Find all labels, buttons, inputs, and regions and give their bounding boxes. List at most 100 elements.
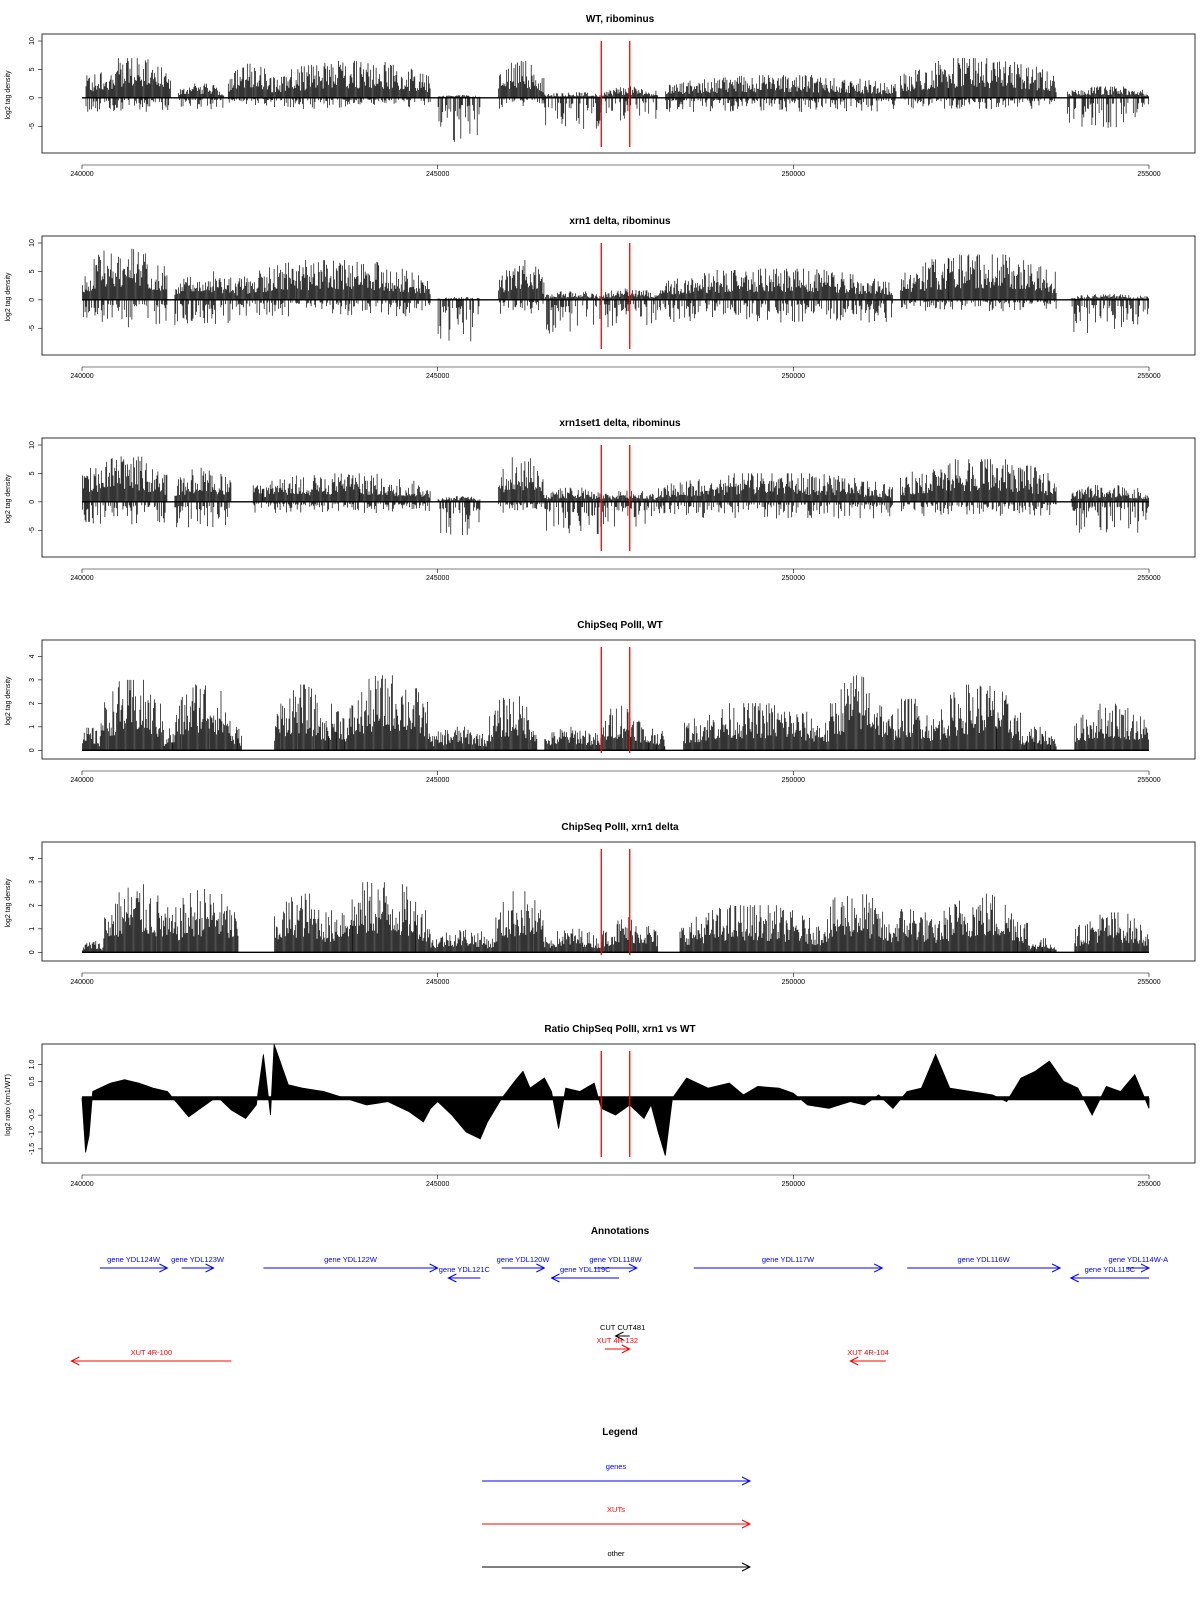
other-feature-label: CUT CUT481 bbox=[600, 1323, 645, 1332]
xut-arrowhead bbox=[621, 1344, 631, 1354]
y-tick-label: 10 bbox=[29, 37, 36, 45]
legend-entry-arrowhead bbox=[741, 1519, 752, 1529]
gene-label: gene YDL116W bbox=[957, 1255, 1010, 1264]
signal-negative-bars bbox=[82, 501, 1149, 536]
legend-entry-label: XUTs bbox=[607, 1505, 625, 1514]
gene-arrowhead bbox=[550, 1273, 560, 1283]
gene-label: gene YDL124W bbox=[107, 1255, 161, 1264]
gene-arrowhead bbox=[1051, 1263, 1062, 1273]
y-tick-label: -5 bbox=[29, 123, 36, 129]
y-axis-label: log2 ratio (xrn1/WT) bbox=[5, 1074, 12, 1136]
x-tick-label: 240000 bbox=[70, 575, 93, 582]
y-tick-label: 5 bbox=[29, 67, 36, 71]
y-tick-label: 2 bbox=[29, 903, 36, 907]
xut-arrowhead bbox=[849, 1356, 859, 1366]
x-tick-label: 255000 bbox=[1137, 1181, 1160, 1188]
y-axis-label: log2 tag density bbox=[5, 474, 12, 524]
signal-positive-bars bbox=[85, 58, 1149, 98]
signal-positive-bars bbox=[82, 248, 1149, 300]
x-tick-label: 240000 bbox=[70, 171, 93, 178]
x-tick-label: 250000 bbox=[782, 171, 805, 178]
x-tick-label: 255000 bbox=[1137, 575, 1160, 582]
y-tick-label: 0 bbox=[29, 950, 36, 954]
y-axis-label: log2 tag density bbox=[5, 70, 12, 120]
x-tick-label: 250000 bbox=[782, 575, 805, 582]
legend-entry-label: genes bbox=[606, 1462, 627, 1471]
y-axis-label: log2 tag density bbox=[5, 878, 12, 928]
annotations-title: Annotations bbox=[591, 1226, 650, 1237]
y-tick-label: 2 bbox=[29, 701, 36, 705]
gene-label: gene YDL118W bbox=[589, 1255, 642, 1264]
panel-title: WT, ribominus bbox=[586, 14, 655, 25]
gene-arrowhead bbox=[159, 1263, 169, 1273]
y-tick-label: -1.5 bbox=[29, 1143, 36, 1155]
y-tick-label: -0.5 bbox=[29, 1109, 36, 1121]
gene-label: gene YDL122W bbox=[324, 1255, 378, 1264]
gene-label: gene YDL115C bbox=[1085, 1265, 1136, 1274]
panel-title: ChipSeq PolII, WT bbox=[577, 620, 663, 631]
x-tick-label: 255000 bbox=[1137, 373, 1160, 380]
x-tick-label: 245000 bbox=[426, 171, 449, 178]
panel-frame bbox=[41, 235, 1196, 356]
panel-title: xrn1set1 delta, ribominus bbox=[559, 418, 681, 429]
ratio-baseline-band bbox=[82, 1096, 1149, 1101]
x-tick-label: 255000 bbox=[1137, 777, 1160, 784]
y-tick-label: 3 bbox=[29, 678, 36, 682]
y-axis-label: log2 tag density bbox=[5, 272, 12, 322]
gene-arrowhead bbox=[1069, 1273, 1079, 1283]
gene-arrowhead bbox=[429, 1263, 439, 1273]
panel-frame bbox=[41, 639, 1196, 760]
y-axis-label: log2 tag density bbox=[5, 676, 12, 726]
panel-frame bbox=[41, 1043, 1196, 1164]
xut-label: XUT 4R-100 bbox=[131, 1348, 173, 1357]
y-tick-label: 0 bbox=[29, 96, 36, 100]
other-feature-arrowhead bbox=[614, 1331, 624, 1341]
y-tick-label: 3 bbox=[29, 880, 36, 884]
y-tick-label: 10 bbox=[29, 239, 36, 247]
y-tick-label: 5 bbox=[29, 269, 36, 273]
x-tick-label: 250000 bbox=[782, 373, 805, 380]
x-tick-label: 245000 bbox=[426, 575, 449, 582]
y-tick-label: 1 bbox=[29, 927, 36, 931]
legend-entry-arrowhead bbox=[741, 1476, 752, 1486]
panel-frame bbox=[41, 841, 1196, 962]
gene-arrowhead bbox=[536, 1263, 546, 1273]
x-tick-label: 255000 bbox=[1137, 979, 1160, 986]
signal-negative-bars bbox=[82, 299, 1149, 342]
gene-label: gene YDL121C bbox=[439, 1265, 491, 1274]
x-tick-label: 250000 bbox=[782, 777, 805, 784]
gene-label: gene YDL114W-A bbox=[1109, 1255, 1169, 1264]
legend-title: Legend bbox=[602, 1427, 638, 1438]
x-tick-label: 240000 bbox=[70, 979, 93, 986]
y-tick-label: 0 bbox=[29, 748, 36, 752]
signal-positive-bars bbox=[82, 456, 1149, 502]
y-tick-label: 10 bbox=[29, 441, 36, 449]
x-tick-label: 245000 bbox=[426, 777, 449, 784]
xut-label: XUT 4R-104 bbox=[847, 1348, 889, 1357]
legend-entry-label: other bbox=[607, 1549, 625, 1558]
y-tick-label: -5 bbox=[29, 527, 36, 533]
y-tick-label: 0 bbox=[29, 500, 36, 504]
panel-title: xrn1 delta, ribominus bbox=[569, 216, 671, 227]
x-tick-label: 250000 bbox=[782, 979, 805, 986]
panel-title: ChipSeq PolII, xrn1 delta bbox=[561, 822, 679, 833]
gene-label: gene YDL123W bbox=[171, 1255, 225, 1264]
gene-label: gene YDL119C bbox=[560, 1265, 611, 1274]
x-tick-label: 255000 bbox=[1137, 171, 1160, 178]
gene-arrowhead bbox=[447, 1273, 457, 1283]
panel-frame bbox=[41, 33, 1196, 154]
x-tick-label: 245000 bbox=[426, 979, 449, 986]
panel-frame bbox=[41, 437, 1196, 558]
xut-label: XUT 4R-132 bbox=[597, 1336, 639, 1345]
y-tick-label: 0.5 bbox=[29, 1076, 36, 1086]
legend-entry-arrowhead bbox=[741, 1562, 752, 1572]
signal-positive-bars bbox=[82, 881, 1149, 953]
panel-title: Ratio ChipSeq PolII, xrn1 vs WT bbox=[544, 1024, 695, 1035]
y-tick-label: 0 bbox=[29, 298, 36, 302]
x-tick-label: 240000 bbox=[70, 777, 93, 784]
y-tick-label: -1.0 bbox=[29, 1126, 36, 1138]
signal-positive-bars bbox=[82, 675, 1149, 751]
x-tick-label: 245000 bbox=[426, 373, 449, 380]
